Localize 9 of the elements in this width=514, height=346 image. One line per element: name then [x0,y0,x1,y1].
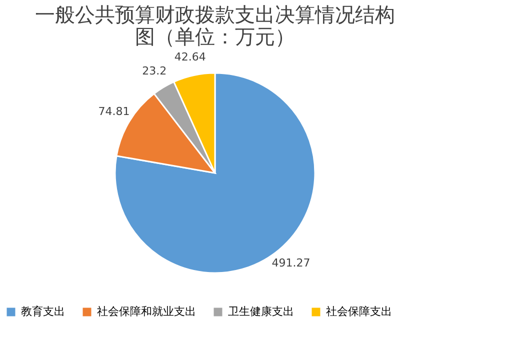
data-label: 42.64 [174,50,206,64]
legend-label: 卫生健康支出 [228,305,294,318]
legend-label: 社会保障和就业支出 [97,305,196,318]
legend-label: 社会保障支出 [326,305,392,318]
data-label: 23.2 [142,64,167,78]
data-label: 491.27 [272,256,310,270]
data-label: 74.81 [98,104,130,118]
chart-title: 一般公共预算财政拨款支出决算情况结构图（单位：万元） [35,2,395,49]
legend-label: 教育支出 [21,305,65,318]
